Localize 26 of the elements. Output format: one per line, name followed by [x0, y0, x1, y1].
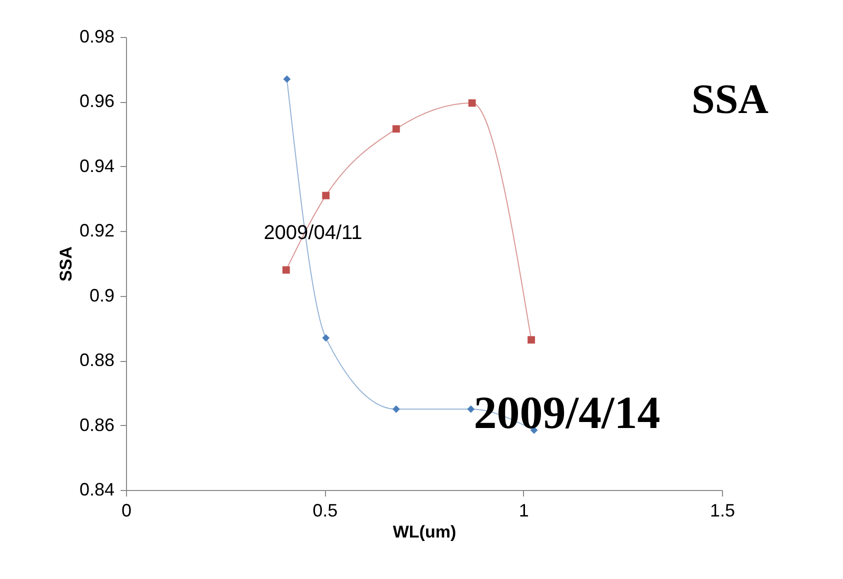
point [282, 266, 290, 274]
point [322, 192, 330, 200]
y-tick-label: 0.9 [89, 285, 114, 306]
annotation: SSA [691, 77, 770, 123]
y-tick-label: 0.84 [79, 480, 114, 500]
y-tick-label: 0.86 [79, 414, 114, 435]
x-tick-label: 1 [518, 500, 529, 520]
point [467, 405, 475, 413]
y-axis-title: SSA [56, 246, 76, 282]
point [322, 334, 330, 342]
x-axis-title: WL(um) [392, 522, 456, 542]
y-tick-label: 0.98 [79, 26, 114, 46]
annotation: 2009/4/14 [474, 387, 660, 438]
y-tick-label: 0.94 [79, 156, 114, 176]
point [468, 99, 476, 107]
x-tick-label: 1.5 [710, 500, 736, 520]
y-tick-label: 0.88 [79, 350, 114, 370]
y-tick-label: 0.96 [79, 91, 114, 112]
x-tick-label: 0.5 [312, 500, 338, 520]
x-tick-label: 0 [121, 500, 132, 520]
point [283, 75, 291, 83]
y-tick-label: 0.92 [79, 220, 114, 241]
point [392, 405, 400, 413]
point [528, 336, 535, 344]
annotation: 2009/04/11 [264, 222, 362, 244]
point [392, 125, 400, 133]
